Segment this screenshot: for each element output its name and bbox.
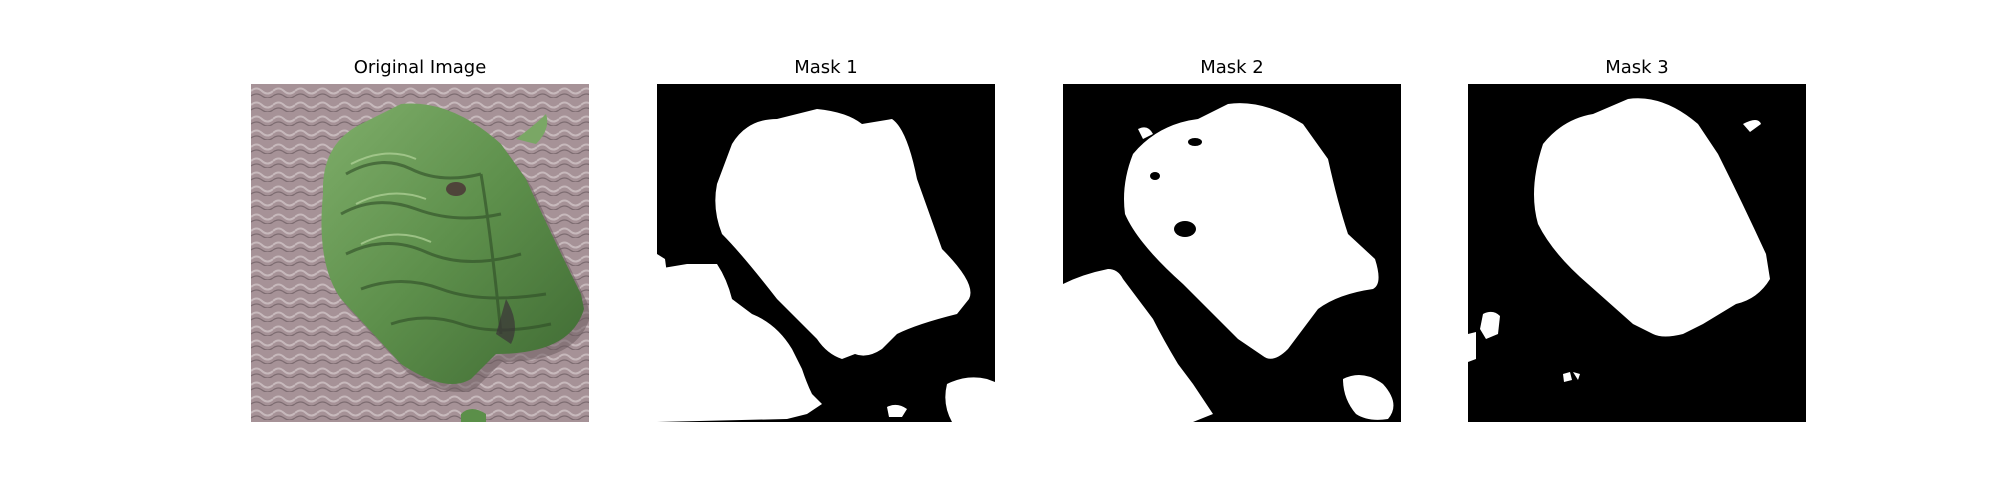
original-image [251, 84, 589, 422]
panel-title-original: Original Image [353, 57, 487, 78]
mask-2-graphic [1063, 84, 1401, 422]
mask-2-image [1063, 84, 1401, 422]
mask-1-image [657, 84, 995, 422]
original-image-graphic [251, 84, 589, 422]
panel-title-mask-2: Mask 2 [1200, 57, 1264, 78]
mask-3-image [1468, 84, 1806, 422]
panel-title-mask-1: Mask 1 [794, 57, 858, 78]
mask-3-graphic [1468, 84, 1806, 422]
leaf-shape [321, 103, 584, 384]
mask-1-graphic [657, 84, 995, 422]
panel-title-mask-3: Mask 3 [1605, 57, 1669, 78]
